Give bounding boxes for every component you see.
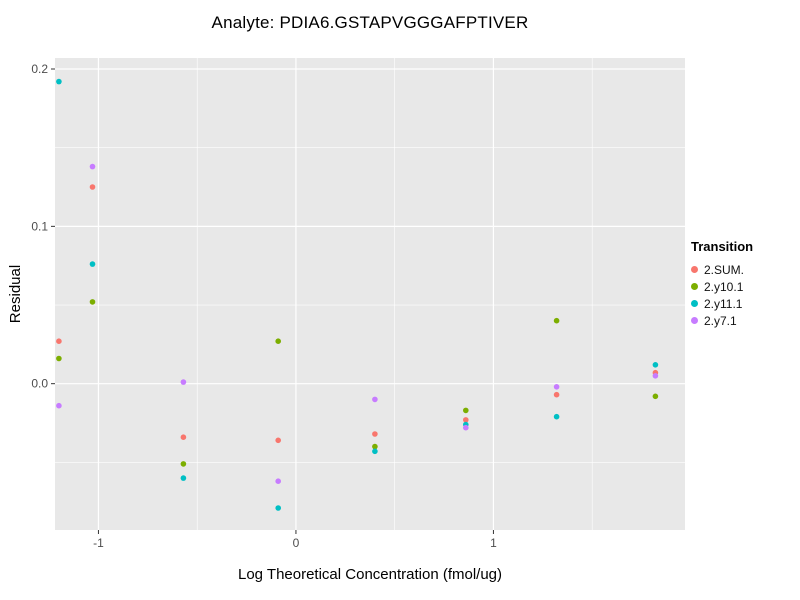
legend-item-2.y10.1: 2.y10.1: [691, 278, 753, 295]
legend-title: Transition: [691, 239, 754, 254]
data-point-2.SUM.: [56, 338, 62, 345]
legend-point-icon: [691, 317, 698, 324]
legend-items: 2.SUM. 2.y10.1 2.y11.1 2.y7.1: [691, 261, 753, 329]
data-point-2.y11.1: [372, 448, 378, 455]
legend-label: 2.y7.1: [704, 313, 737, 328]
plot-panel: [55, 58, 685, 530]
legend-point-icon: [691, 283, 698, 290]
data-point-2.y11.1: [652, 362, 659, 368]
y-tick-label: 0.0: [31, 377, 48, 391]
data-point-2.SUM.: [180, 434, 187, 441]
data-point-2.y11.1: [275, 505, 282, 511]
legend-label: 2.y10.1: [704, 279, 744, 294]
data-point-2.SUM.: [463, 417, 469, 423]
data-point-2.y7.1: [56, 402, 62, 409]
tick-labels: -1 0 1 0.0 0.1 0.2: [31, 62, 497, 550]
data-point-2.y10.1: [652, 393, 659, 400]
data-point-2.y11.1: [89, 261, 96, 267]
legend-point-icon: [691, 266, 698, 273]
data-point-2.y10.1: [553, 317, 560, 324]
chart-title: Analyte: PDIA6.GSTAPVGGGAFPTIVER: [211, 13, 529, 32]
data-point-2.SUM.: [372, 431, 378, 437]
data-point-2.SUM.: [553, 391, 560, 398]
x-tick-label: 1: [490, 536, 497, 550]
x-tick-label: 0: [293, 536, 300, 550]
data-point-2.y7.1: [180, 379, 187, 385]
legend-item-2.SUM.: 2.SUM.: [691, 261, 753, 278]
data-point-2.y7.1: [89, 163, 96, 170]
data-point-2.y11.1: [56, 78, 62, 85]
panel-background: [55, 58, 685, 530]
data-point-2.y7.1: [553, 384, 560, 390]
data-point-2.y10.1: [56, 355, 62, 362]
data-point-2.SUM.: [89, 184, 96, 190]
gridlines: [55, 58, 685, 530]
data-point-2.y10.1: [180, 461, 187, 467]
data-point-2.y11.1: [180, 475, 187, 481]
legend: Transition 2.SUM. 2.y10.1 2.y11.1 2.y7.1: [691, 239, 753, 329]
x-axis-title: Log Theoretical Concentration (fmol/ug): [237, 566, 503, 583]
data-point-2.SUM.: [275, 437, 282, 444]
legend-item-2.y7.1: 2.y7.1: [691, 312, 753, 329]
axis-ticks: [51, 68, 494, 534]
data-point-2.y7.1: [463, 424, 469, 431]
legend-label: 2.SUM.: [704, 262, 745, 277]
data-point-2.y7.1: [652, 373, 659, 379]
data-point-2.y10.1: [372, 443, 378, 450]
data-point-2.y7.1: [372, 396, 378, 403]
legend-item-2.y11.1: 2.y11.1: [691, 295, 753, 312]
data-point-2.y10.1: [89, 299, 96, 305]
legend-label: 2.y11.1: [704, 296, 743, 311]
data-point-2.y10.1: [275, 338, 282, 345]
data-point-2.y10.1: [463, 407, 469, 414]
x-tick-label: -1: [93, 536, 104, 550]
data-points: [56, 78, 659, 511]
legend-point-icon: [691, 300, 698, 307]
y-tick-label: 0.2: [31, 62, 48, 76]
y-tick-label: 0.1: [31, 219, 48, 233]
data-point-2.y7.1: [275, 478, 282, 485]
data-point-2.y11.1: [553, 413, 560, 420]
